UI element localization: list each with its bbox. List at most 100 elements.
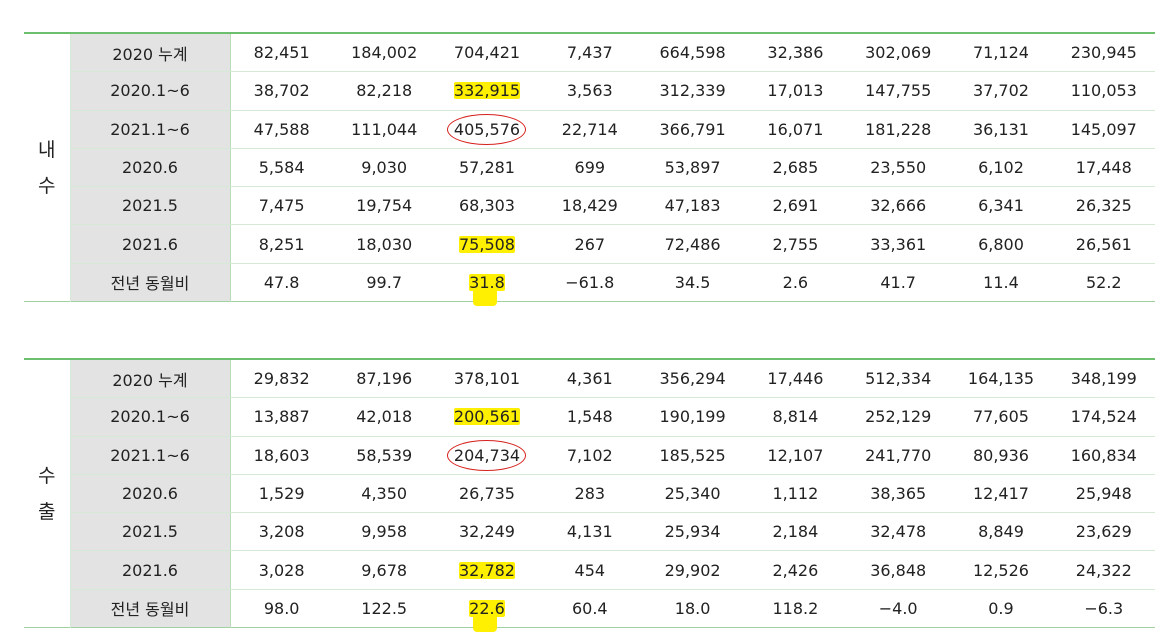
table-row: 2020.1~6 13,887 42,018 200,561 1,548 190,199 8… — [24, 397, 1156, 437]
row-header: 2020 누계 — [70, 33, 231, 73]
row-header: 2020.6 — [70, 474, 231, 514]
table-cell: 22.6 — [436, 589, 539, 632]
table-cell: 454 — [538, 550, 642, 590]
group-label-char: 내 — [38, 138, 56, 161]
table-cell: 2.6 — [782, 272, 809, 292]
table-cell: 6,102 — [949, 148, 1053, 188]
table-cell: 17,013 — [743, 71, 847, 111]
table-cell: 24,322 — [1052, 550, 1156, 590]
table-cell: 160,834 — [1052, 436, 1156, 475]
table-cell: 9,678 — [332, 550, 436, 590]
export-table: 수 출 2020 누계 29,832 87,196 378,101 4,361 356,294… — [24, 358, 1156, 632]
table-cell: 2,685 — [743, 148, 847, 188]
table-cell: 37,702 — [949, 71, 1053, 111]
table-cell: 204,734 — [435, 436, 539, 475]
table-cell: 25,340 — [641, 474, 744, 514]
table-cell: 6,341 — [949, 186, 1053, 226]
table-cell: 8,849 — [949, 512, 1053, 552]
table-cell: 332,915 — [435, 71, 539, 111]
domestic-sales-table: 내 수 2020 누계 82,451 184,002 704,421 7,437 664,59… — [24, 32, 1156, 306]
row-header: 전년 동월비 — [70, 263, 231, 302]
table-cell: 82,451 — [230, 33, 333, 73]
table-cell: 2,755 — [743, 224, 847, 264]
table-cell: 75,508 — [435, 224, 539, 264]
table-cell: 57,281 — [435, 148, 539, 188]
table-cell: 38,365 — [846, 474, 950, 514]
group-label-char: 수 — [38, 174, 56, 197]
table-row: 전년 동월비 47.8 99.7 31.8 −61.8 34.5 2.6 41.7 11.4 52… — [24, 263, 1155, 306]
table-row: 전년 동월비 98.0 122.5 22.6 60.4 18.0 118.2 −4.0 0.9 −… — [24, 589, 1155, 632]
table-cell: 200,561 — [435, 397, 539, 437]
yellow-highlight: 22.6 — [469, 599, 505, 618]
table-cell: −6.3 — [1084, 598, 1124, 618]
yellow-highlight: 75,508 — [459, 235, 515, 254]
table-cell: 512,334 — [846, 359, 950, 399]
table-cell: 3,028 — [230, 550, 333, 590]
table-row: 2021.6 3,028 9,678 32,782 454 29,902 2,426 36,8… — [24, 550, 1156, 590]
table-cell: 13,887 — [230, 397, 333, 437]
table-cell: 8,814 — [743, 397, 847, 437]
table-cell: 32,386 — [743, 33, 847, 73]
table-cell: 18,429 — [538, 186, 642, 226]
table-cell: 1,529 — [230, 474, 333, 514]
table-cell: 60.4 — [571, 598, 608, 618]
table-cell: 42,018 — [332, 397, 436, 437]
table-cell: 348,199 — [1052, 359, 1156, 399]
table-cell: 47,183 — [641, 186, 744, 226]
table-cell: 36,848 — [846, 550, 950, 590]
row-header: 2020 누계 — [70, 359, 231, 399]
table-cell: 405,576 — [435, 110, 539, 149]
table-cell: 184,002 — [332, 33, 436, 73]
table-cell: 378,101 — [435, 359, 539, 399]
table-cell: 32,249 — [435, 512, 539, 552]
table-cell: 664,598 — [641, 33, 744, 73]
table-cell: 31.8 — [436, 263, 539, 306]
highlight-drip — [472, 285, 497, 306]
table-cell: 7,475 — [230, 186, 333, 226]
table-cell: 4,131 — [538, 512, 642, 552]
table-cell: 17,446 — [743, 359, 847, 399]
table-cell: 26,735 — [435, 474, 539, 514]
table-cell: 29,832 — [230, 359, 333, 399]
table-cell: 12,526 — [949, 550, 1053, 590]
table-cell: 32,666 — [846, 186, 950, 226]
table-cell: 32,782 — [435, 550, 539, 590]
table-cell: 312,339 — [641, 71, 744, 111]
table-cell: 190,199 — [641, 397, 744, 437]
table-cell: 4,361 — [538, 359, 642, 399]
table-cell: 0.9 — [988, 598, 1014, 618]
table-cell: 25,934 — [641, 512, 744, 552]
row-header: 2021.5 — [70, 512, 231, 552]
table-cell: 80,936 — [949, 436, 1053, 475]
table-cell: 47,588 — [230, 110, 333, 149]
table-cell: 185,525 — [641, 436, 744, 475]
table-cell: 1,548 — [538, 397, 642, 437]
table-cell: 22,714 — [538, 110, 642, 149]
table-cell: 29,902 — [641, 550, 744, 590]
table-cell: 17,448 — [1052, 148, 1156, 188]
cell-value: 22.6 — [469, 598, 505, 618]
group-label-char: 수 — [38, 464, 56, 487]
table-cell: 145,097 — [1052, 110, 1156, 149]
row-header: 2020.1~6 — [70, 71, 231, 111]
row-header: 2020.1~6 — [70, 397, 231, 437]
row-header: 2021.1~6 — [70, 436, 231, 475]
table-cell: 18,603 — [230, 436, 333, 475]
table-cell: 3,563 — [538, 71, 642, 111]
table-cell: 41.7 — [880, 272, 916, 292]
row-header: 전년 동월비 — [70, 589, 231, 628]
group-label-char: 출 — [38, 500, 56, 523]
table-row: 2020.1~6 38,702 82,218 332,915 3,563 312,339 1… — [24, 71, 1156, 111]
row-header: 2021.1~6 — [70, 110, 231, 149]
table-cell: 68,303 — [435, 186, 539, 226]
table-cell: 122.5 — [361, 598, 408, 618]
table-cell: 87,196 — [332, 359, 436, 399]
table-cell: 110,053 — [1052, 71, 1156, 111]
yellow-highlight: 332,915 — [453, 81, 521, 100]
table-cell: 33,361 — [846, 224, 950, 264]
yellow-highlight: 200,561 — [453, 407, 521, 426]
table-cell: 3,208 — [230, 512, 333, 552]
table-cell: 111,044 — [332, 110, 436, 149]
table-cell: 11.4 — [983, 272, 1019, 292]
table-cell: 25,948 — [1052, 474, 1156, 514]
